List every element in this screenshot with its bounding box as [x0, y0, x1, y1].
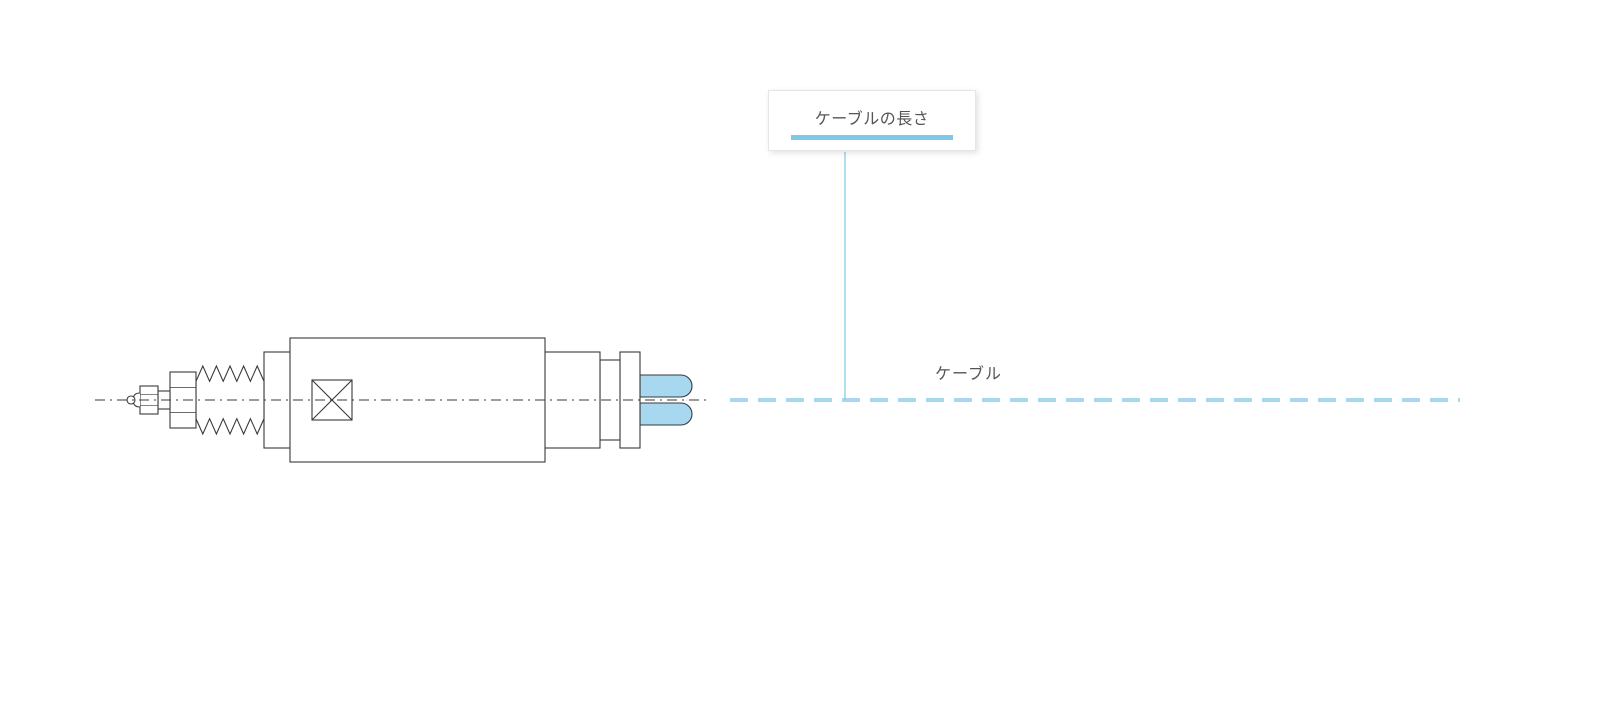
callout-label: ケーブルの長さ [791, 105, 953, 129]
cable-port [640, 403, 692, 425]
cable-label: ケーブル [935, 360, 1002, 384]
callout-underline [791, 135, 953, 140]
cable-port [640, 375, 692, 397]
callout-box-cable-length: ケーブルの長さ [768, 90, 976, 151]
